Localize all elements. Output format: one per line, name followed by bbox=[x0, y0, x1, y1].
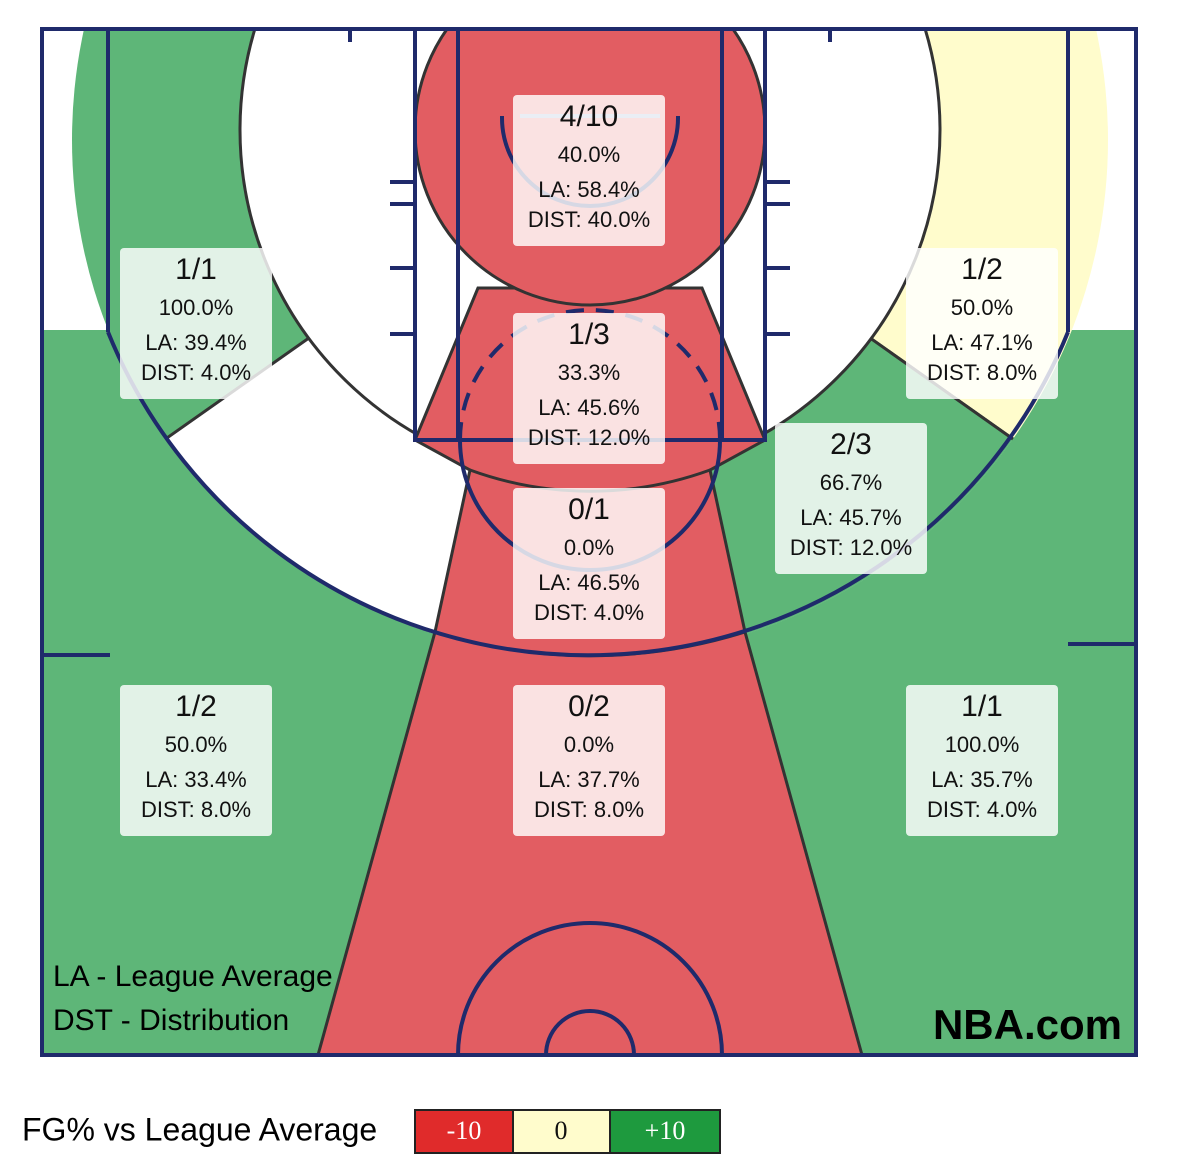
label-box bbox=[120, 685, 272, 836]
zone-labels: 4/10 40.0% LA: 58.4% DIST: 40.0% 1/3 33.3% LA:… bbox=[120, 95, 1058, 836]
legend-title: FG% vs League Average bbox=[22, 1111, 377, 1147]
zone-made: 1/1 bbox=[961, 690, 1003, 723]
zone-fill bbox=[316, 286, 864, 1055]
legend-label: -10 bbox=[447, 1116, 482, 1145]
label-box bbox=[906, 685, 1058, 836]
zone-la: LA: 33.4% bbox=[145, 767, 247, 792]
legend-swatch bbox=[609, 1109, 721, 1154]
label-box bbox=[513, 685, 665, 836]
zone-la: LA: 35.7% bbox=[931, 767, 1033, 792]
zone-la: LA: 39.4% bbox=[145, 330, 247, 355]
label-box bbox=[906, 248, 1058, 399]
zone-pct: 33.3% bbox=[558, 360, 620, 385]
zone-pct: 100.0% bbox=[945, 732, 1020, 757]
legend-swatch bbox=[414, 1109, 514, 1154]
zone-dist: DIST: 12.0% bbox=[790, 535, 912, 560]
zone-made: 0/1 bbox=[568, 493, 610, 526]
zone-made: 1/1 bbox=[175, 253, 217, 286]
zone-dist: DIST: 4.0% bbox=[534, 600, 644, 625]
zone-pct: 66.7% bbox=[820, 470, 882, 495]
legend-label: +10 bbox=[645, 1116, 686, 1145]
label-box bbox=[120, 248, 272, 399]
free-throw-circle bbox=[458, 308, 722, 441]
zone-la: LA: 37.7% bbox=[538, 767, 640, 792]
legend-swatch bbox=[512, 1109, 611, 1154]
zone-la: LA: 46.5% bbox=[538, 570, 640, 595]
zone-la: LA: 47.1% bbox=[931, 330, 1033, 355]
zone-pct: 50.0% bbox=[951, 295, 1013, 320]
zone-dist: DIST: 8.0% bbox=[927, 360, 1037, 385]
lane-hash bbox=[390, 180, 790, 336]
zone-made: 0/2 bbox=[568, 690, 610, 723]
note: LA - League Average bbox=[53, 960, 333, 993]
zone-la: LA: 58.4% bbox=[538, 177, 640, 202]
label-box bbox=[513, 313, 665, 464]
zone-pct: 0.0% bbox=[564, 535, 614, 560]
label-box bbox=[775, 423, 927, 574]
legend-label: 0 bbox=[555, 1116, 568, 1145]
zone-made: 2/3 bbox=[830, 428, 872, 461]
zone-pct: 100.0% bbox=[159, 295, 234, 320]
zone-dist: DIST: 8.0% bbox=[141, 797, 251, 822]
zone-made: 1/3 bbox=[568, 318, 610, 351]
center-circle bbox=[456, 921, 724, 1056]
court-border bbox=[40, 27, 1138, 1057]
three-point-arc bbox=[106, 331, 1070, 658]
zone-dist: DIST: 40.0% bbox=[528, 207, 650, 232]
zone-dist: DIST: 4.0% bbox=[927, 797, 1037, 822]
brand: NBA.com bbox=[933, 1001, 1122, 1048]
zone-dist: DIST: 4.0% bbox=[141, 360, 251, 385]
court-line bbox=[42, 29, 1136, 657]
zone-la: LA: 45.6% bbox=[538, 395, 640, 420]
zone-pct: 50.0% bbox=[165, 732, 227, 757]
zone-pct: 40.0% bbox=[558, 142, 620, 167]
zone-dist: DIST: 8.0% bbox=[534, 797, 644, 822]
zone-made: 1/2 bbox=[175, 690, 217, 723]
label-box bbox=[513, 95, 665, 246]
zone-la: LA: 45.7% bbox=[800, 505, 902, 530]
zone-pct: 0.0% bbox=[564, 732, 614, 757]
zone-made: 4/10 bbox=[560, 100, 618, 133]
label-box bbox=[513, 488, 665, 639]
zone-made: 1/2 bbox=[961, 253, 1003, 286]
note: DST - Distribution bbox=[53, 1004, 289, 1037]
center-circle bbox=[544, 1009, 636, 1056]
zone-dist: DIST: 12.0% bbox=[528, 425, 650, 450]
